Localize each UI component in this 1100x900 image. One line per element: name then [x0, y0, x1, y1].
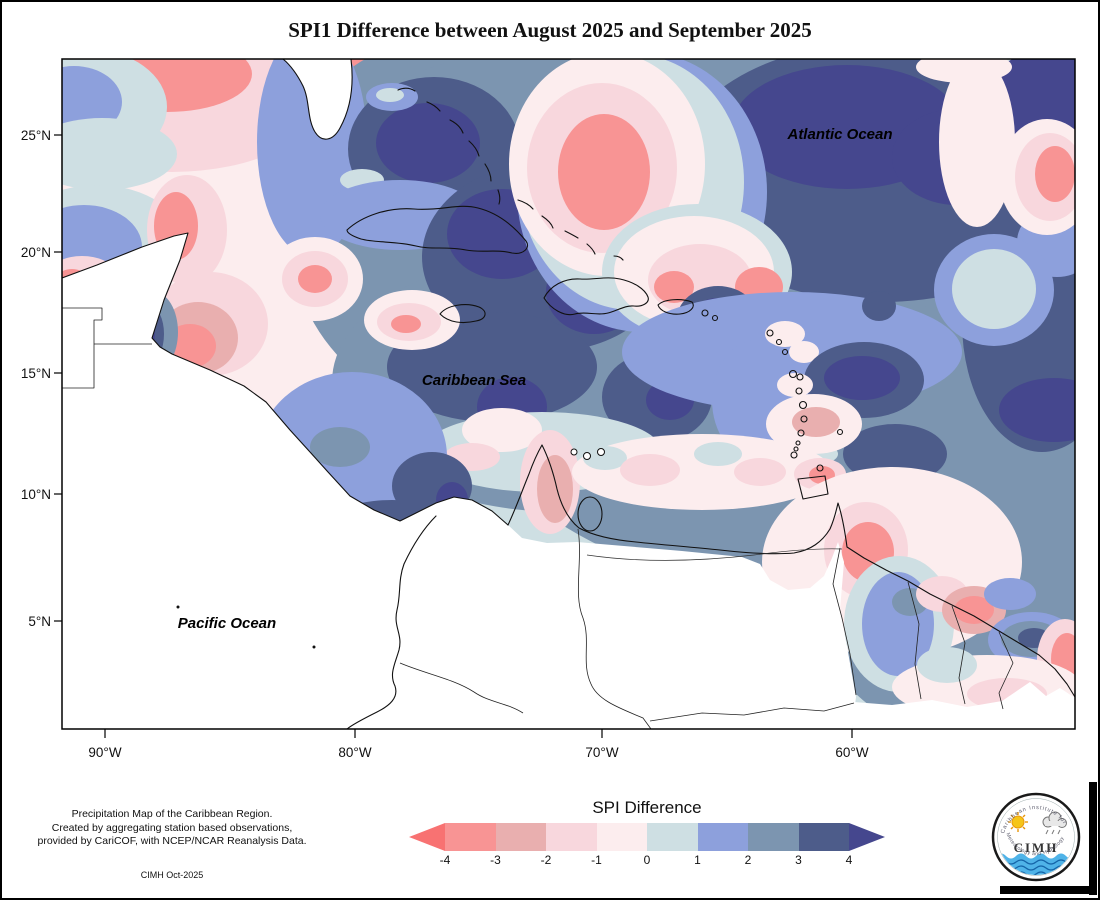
- legend-tick-label: 0: [643, 853, 651, 867]
- land-mask: [62, 59, 1075, 729]
- island-hispaniola: [543, 277, 649, 316]
- cimh-logo: CIMH Caribbean Institute for Meteorology…: [991, 782, 1097, 895]
- label-atlantic-ocean: Atlantic Ocean: [786, 126, 892, 143]
- lon-tick-label: 90°W: [88, 745, 121, 760]
- sun-icon: [1008, 812, 1028, 832]
- axis-ticks: 25°N 20°N 15°N 10°N 5°N 90°W 80°W 70°W 60°W: [21, 128, 869, 760]
- legend-band: [798, 823, 849, 851]
- legend-band: [445, 823, 496, 851]
- credit-line: Precipitation Map of the Caribbean Regio…: [71, 808, 273, 820]
- map-frame: [61, 58, 1076, 730]
- lat-tick-label: 25°N: [21, 128, 51, 143]
- credits-block: Precipitation Map of the Caribbean Regio…: [22, 808, 322, 849]
- legend: SPI Difference -4 -3 -2 -1 0 1 2 3 4: [409, 798, 885, 882]
- legend-tick-label: 4: [845, 853, 853, 867]
- legend-band: [748, 823, 799, 851]
- logo-shadow-right: [1089, 782, 1097, 895]
- coast-pacific: [346, 515, 437, 729]
- credit-line: Created by aggregating station based obs…: [51, 821, 293, 834]
- lat-tick-label: 5°N: [28, 614, 51, 629]
- lon-tick-label: 70°W: [585, 745, 618, 760]
- lon-tick-label: 60°W: [835, 745, 868, 760]
- coast-central-america: [62, 232, 509, 526]
- cloud-icon: [1042, 811, 1067, 835]
- label-pacific-ocean: Pacific Ocean: [178, 615, 276, 632]
- island-dot: [176, 605, 180, 609]
- legend-band: [647, 823, 698, 851]
- legend-colorbar: [409, 823, 885, 851]
- legend-tick-label: -2: [540, 853, 552, 867]
- islands-lesser-antilles: [701, 309, 844, 500]
- legend-title: SPI Difference: [592, 798, 702, 817]
- legend-band: [596, 823, 647, 851]
- island-dot: [312, 645, 316, 649]
- legend-tick-label: -4: [439, 853, 451, 867]
- issue-stamp: CIMH Oct-2025: [140, 870, 204, 880]
- island-puerto-rico: [657, 299, 694, 315]
- islands-bahamas: [397, 87, 624, 261]
- lat-tick-label: 20°N: [21, 245, 51, 260]
- country-borders: [62, 307, 1014, 729]
- logo-acronym: CIMH: [1014, 840, 1059, 855]
- landmass-central-south-america: [62, 233, 856, 729]
- coast-south-america-north: [507, 444, 1075, 698]
- legend-tick-label: -1: [591, 853, 602, 867]
- spi-field: [62, 59, 1075, 729]
- credit-line: provided by CariCOF, with NCEP/NCAR Rean…: [37, 835, 307, 848]
- lon-tick-label: 80°W: [338, 745, 371, 760]
- legend-arrow-left: [409, 823, 445, 851]
- lat-tick-label: 15°N: [21, 366, 51, 381]
- island-cuba: [346, 205, 529, 254]
- logo-shadow-bottom: [1000, 886, 1097, 894]
- legend-arrow-right: [849, 823, 885, 851]
- legend-band: [546, 823, 597, 851]
- legend-tick-labels: -4 -3 -2 -1 0 1 2 3 4: [409, 851, 885, 867]
- legend-band: [697, 823, 748, 851]
- page-title: SPI1 Difference between August 2025 and …: [288, 18, 812, 42]
- island-jamaica: [439, 304, 486, 324]
- label-caribbean-sea: Caribbean Sea: [422, 372, 526, 389]
- coastlines: [62, 87, 1075, 729]
- lat-tick-label: 10°N: [21, 487, 51, 502]
- legend-band: [495, 823, 546, 851]
- legend-tick-label: 1: [694, 853, 701, 867]
- lake-maracaibo: [577, 496, 603, 532]
- landmass-brazil: [852, 682, 1075, 729]
- landmass-florida: [282, 59, 353, 140]
- logo-inner-ring: [997, 798, 1075, 876]
- legend-tick-label: -3: [490, 853, 501, 867]
- legend-tick-label: 2: [744, 853, 752, 867]
- islands-abc: [570, 448, 605, 460]
- legend-tick-label: 3: [795, 853, 802, 867]
